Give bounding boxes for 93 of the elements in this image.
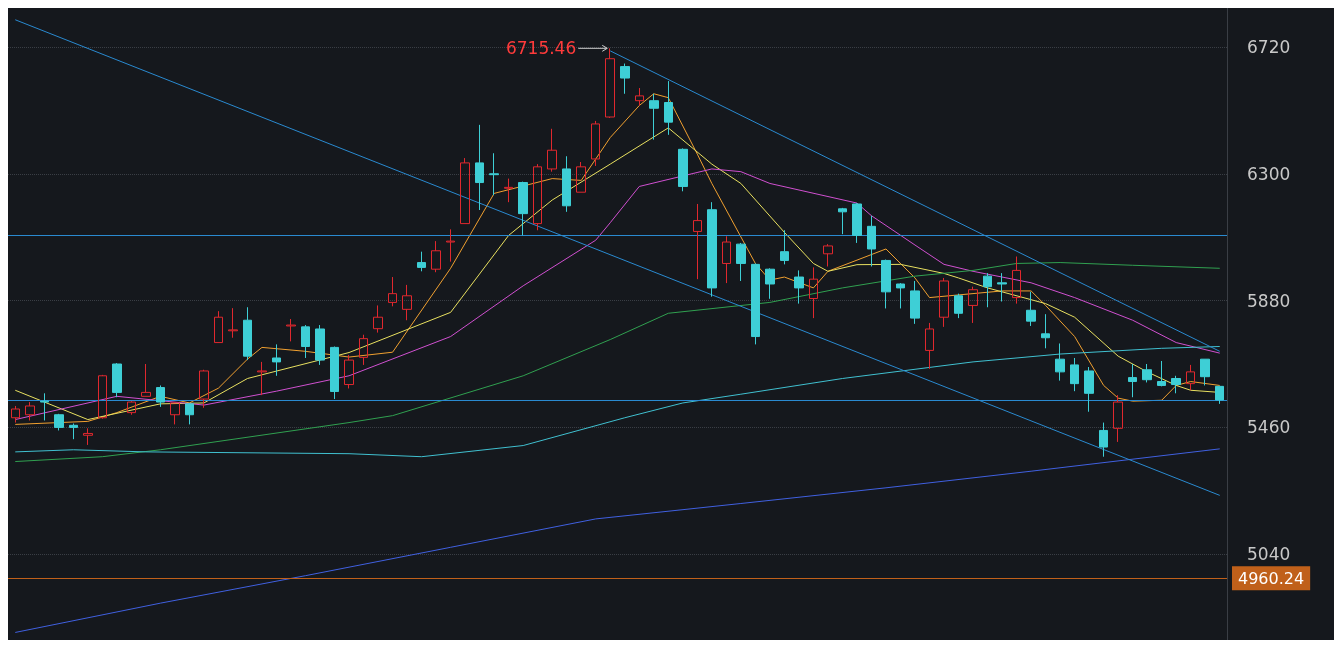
candlestick bbox=[460, 157, 470, 225]
candlestick bbox=[112, 362, 122, 398]
candlestick bbox=[1070, 357, 1079, 392]
candlestick bbox=[765, 267, 775, 300]
candlestick bbox=[896, 282, 905, 309]
candlestick bbox=[881, 259, 891, 309]
candlestick bbox=[576, 161, 586, 193]
candlestick bbox=[141, 363, 151, 397]
candlestick bbox=[11, 405, 20, 424]
candlestick bbox=[98, 374, 107, 420]
y-tick-label: 5040 bbox=[1247, 544, 1291, 565]
candlestick bbox=[373, 304, 383, 334]
candlestick bbox=[359, 334, 368, 366]
candlestick bbox=[83, 427, 93, 446]
candlestick bbox=[736, 242, 746, 282]
candlestick bbox=[664, 80, 673, 136]
candlestick bbox=[1186, 364, 1195, 391]
annotation: 6715.46 bbox=[505, 38, 577, 59]
candlestick bbox=[533, 163, 542, 231]
candlestick bbox=[1084, 366, 1094, 413]
candlestick bbox=[388, 276, 397, 307]
candlestick bbox=[1026, 291, 1036, 327]
candlestick bbox=[417, 251, 426, 272]
candlestick bbox=[185, 402, 194, 425]
candlestick bbox=[475, 124, 484, 211]
ref-line-label: 4960.24 bbox=[1238, 568, 1305, 588]
candlestick bbox=[1200, 358, 1210, 386]
candlestick bbox=[547, 128, 557, 173]
candlestick bbox=[1055, 342, 1065, 382]
candlestick bbox=[504, 178, 513, 203]
candlestick bbox=[968, 286, 978, 324]
candlestick bbox=[954, 293, 963, 319]
candlestick bbox=[925, 322, 934, 370]
candlestick bbox=[257, 361, 267, 396]
candlestick bbox=[1128, 363, 1137, 398]
candlestick bbox=[983, 272, 992, 308]
candlestick bbox=[635, 87, 644, 107]
candlestick bbox=[25, 401, 35, 421]
line-series bbox=[14, 262, 1221, 463]
candlestick bbox=[939, 277, 949, 328]
candlestick bbox=[1113, 394, 1123, 443]
candlestick bbox=[562, 155, 571, 213]
candlestick bbox=[910, 280, 920, 325]
y-tick-label: 5460 bbox=[1247, 417, 1291, 438]
candlestick bbox=[330, 346, 339, 400]
candlestick bbox=[156, 384, 165, 408]
candlestick bbox=[620, 63, 630, 95]
candlestick bbox=[838, 207, 847, 235]
candlestick bbox=[1099, 422, 1108, 458]
candlestick bbox=[1215, 385, 1224, 405]
candlestick bbox=[794, 269, 804, 305]
candlestick bbox=[867, 215, 876, 267]
candlestick bbox=[1142, 363, 1152, 383]
candlestick bbox=[446, 228, 455, 263]
candlestick bbox=[1012, 256, 1021, 305]
candlestick bbox=[707, 201, 717, 298]
candlestick bbox=[170, 401, 180, 425]
candlestick bbox=[809, 266, 818, 319]
line-series bbox=[14, 448, 1221, 633]
candlestick bbox=[69, 423, 78, 440]
candlestick bbox=[301, 324, 310, 359]
candlestick bbox=[1157, 360, 1166, 387]
candlestick bbox=[402, 284, 412, 321]
candlestick bbox=[591, 120, 600, 167]
candlestick bbox=[649, 93, 659, 141]
candlestick bbox=[678, 147, 688, 192]
candlestick bbox=[127, 400, 136, 416]
candlestick bbox=[852, 202, 862, 244]
candlestick bbox=[431, 240, 441, 273]
candlestick bbox=[214, 310, 223, 344]
candlestick bbox=[54, 413, 64, 431]
candlestick bbox=[751, 262, 760, 345]
candlestick bbox=[199, 369, 209, 409]
candlestick bbox=[272, 343, 281, 377]
candlestick bbox=[997, 272, 1007, 302]
candlestick bbox=[315, 324, 325, 366]
candlestick bbox=[693, 203, 702, 280]
candlestick bbox=[823, 243, 833, 267]
candlestick bbox=[489, 152, 499, 196]
candlestick bbox=[1041, 313, 1050, 349]
y-tick-label: 6300 bbox=[1247, 163, 1291, 184]
candlestick bbox=[40, 392, 49, 421]
candlestick bbox=[243, 306, 252, 361]
candlestick bbox=[1171, 375, 1181, 394]
y-tick-label: 6720 bbox=[1247, 36, 1291, 57]
candlestick bbox=[344, 354, 354, 389]
line-series bbox=[14, 346, 1221, 458]
candlestick bbox=[286, 318, 296, 342]
candlestick bbox=[722, 235, 731, 284]
candlestick bbox=[518, 181, 528, 236]
candlestick bbox=[228, 307, 238, 339]
candlestick bbox=[780, 229, 789, 265]
y-tick-label: 5880 bbox=[1247, 290, 1291, 311]
